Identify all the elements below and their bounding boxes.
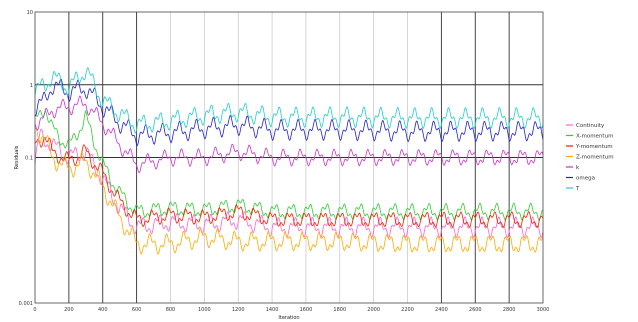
legend-label: Continuity [576, 123, 605, 129]
x-tick-label: 1600 [300, 307, 313, 313]
x-tick-label: 800 [166, 307, 176, 313]
legend: Continuity X-momentum Y-momentum Z-momentum… [566, 123, 614, 192]
x-tick-label: 2000 [367, 307, 380, 313]
series-line-z-momentum [34, 127, 544, 255]
y-tick-label: 10 [27, 10, 33, 16]
x-tick-label: 3000 [537, 307, 550, 313]
legend-label: k [576, 165, 580, 171]
x-tick-label: 1800 [333, 307, 346, 313]
x-axis-label: Iteration [278, 315, 299, 321]
axis-ticks: 0 200 400 600 800 1000 1200 1400 1600 1800 2000 220… [19, 10, 550, 313]
series-line-y-momentum [34, 137, 544, 228]
series-line-t [34, 66, 544, 134]
legend-label: T [575, 186, 580, 192]
legend-label: Y-momentum [575, 144, 613, 150]
x-tick-label: 2600 [469, 307, 482, 313]
y-tick-label: 0.1 [25, 156, 33, 162]
x-tick-label: 2800 [503, 307, 516, 313]
x-tick-label: 2400 [435, 307, 448, 313]
grid [35, 12, 543, 303]
x-tick-label: 1000 [198, 307, 211, 313]
legend-label: Z-momentum [576, 155, 614, 161]
x-tick-label: 400 [98, 307, 108, 313]
x-tick-label: 600 [132, 307, 142, 313]
series-line-continuity [34, 128, 544, 239]
x-tick-label: 1400 [266, 307, 279, 313]
y-tick-label: 0.001 [19, 301, 33, 307]
x-tick-label: 2200 [401, 307, 414, 313]
plot-frame [34, 11, 544, 304]
y-axis-label: Residuals [14, 145, 20, 169]
y-tick-label: 1 [30, 83, 33, 89]
series-line-omega [34, 78, 544, 147]
x-tick-label: 200 [64, 307, 74, 313]
series-lines [34, 66, 544, 255]
series-line-x-momentum [34, 109, 544, 221]
series-line-k [34, 95, 544, 174]
legend-label: X-momentum [576, 134, 613, 140]
legend-label: omega [576, 176, 595, 182]
x-tick-label: 0 [33, 307, 36, 313]
x-tick-label: 1200 [232, 307, 245, 313]
